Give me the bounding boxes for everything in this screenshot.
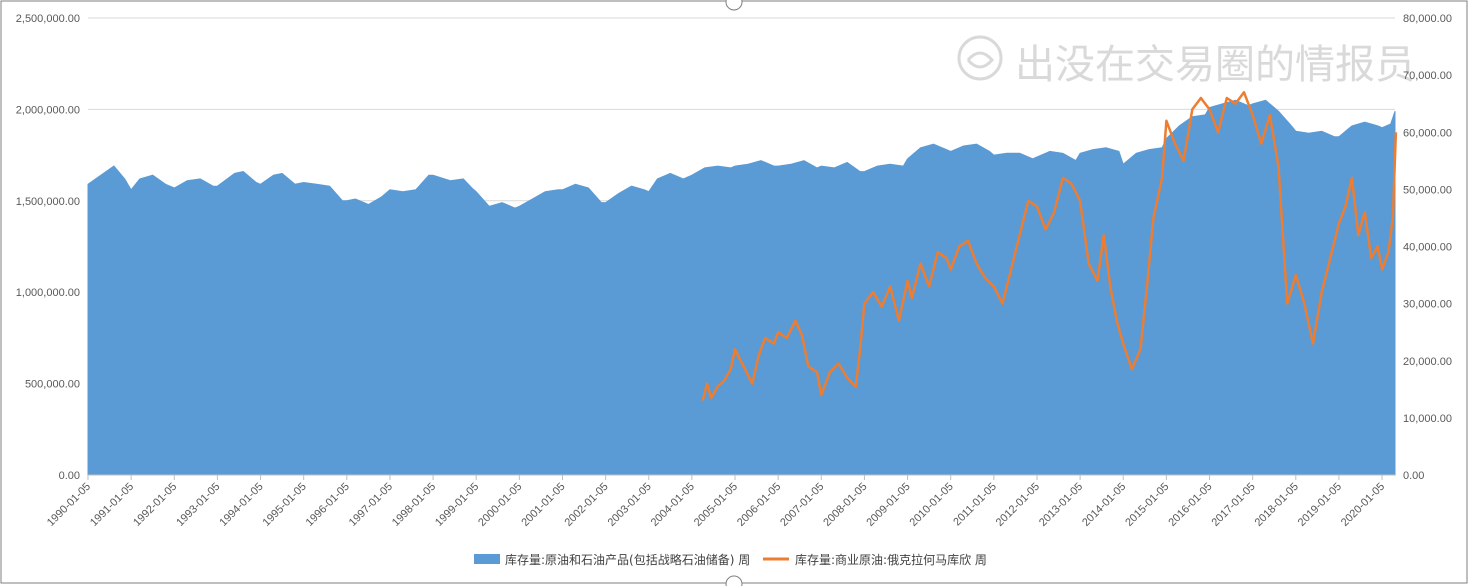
y-right-tick-label: 30,000.00 xyxy=(1403,299,1452,311)
y-right-tick-label: 80,000.00 xyxy=(1403,13,1452,25)
y-left-tick-label: 0.00 xyxy=(59,470,80,482)
y-axis-right: 0.00 10,000.00 20,000.00 30,000.00 40,000.00… xyxy=(1403,13,1452,482)
y-left-tick-label: 1,500,000.00 xyxy=(16,196,80,208)
legend-label-area: 库存量:原油和石油产品(包括战略石油储备) 周 xyxy=(505,552,750,567)
y-left-tick-label: 2,000,000.00 xyxy=(16,104,80,116)
area-series-layer xyxy=(87,99,1396,476)
watermark: 出没在交易圈的情报员 xyxy=(957,35,1415,88)
y-right-tick-label: 40,000.00 xyxy=(1403,242,1452,254)
watermark-text: 出没在交易圈的情报员 xyxy=(1015,42,1415,88)
y-right-tick-label: 20,000.00 xyxy=(1403,356,1452,368)
y-right-tick-label: 50,000.00 xyxy=(1403,184,1452,196)
series-line-cushing-inventory xyxy=(701,91,1398,402)
y-left-tick-label: 500,000.00 xyxy=(25,379,80,391)
legend: 库存量:原油和石油产品(包括战略石油储备) 周 库存量:商业原油:俄克拉何马库欣… xyxy=(474,552,987,567)
resize-handle-top[interactable] xyxy=(725,0,743,11)
legend-swatch-area xyxy=(474,554,500,564)
line-series-layer xyxy=(701,91,1398,402)
watermark-logo-icon xyxy=(957,35,1003,81)
y-axis-left: 0.00 500,000.00 1,000,000.00 1,500,000.00 2,… xyxy=(16,13,80,482)
y-right-tick-label: 10,000.00 xyxy=(1403,413,1452,425)
legend-label-line: 库存量:商业原油:俄克拉何马库欣 周 xyxy=(795,552,987,567)
y-left-tick-label: 2,500,000.00 xyxy=(16,13,80,25)
y-right-tick-label: 70,000.00 xyxy=(1403,70,1452,82)
series-area-total-inventory xyxy=(87,99,1396,476)
resize-handle-bottom[interactable] xyxy=(725,575,743,586)
y-right-tick-label: 0.00 xyxy=(1403,470,1424,482)
y-left-tick-label: 1,000,000.00 xyxy=(16,287,80,299)
y-right-tick-label: 60,000.00 xyxy=(1403,127,1452,139)
